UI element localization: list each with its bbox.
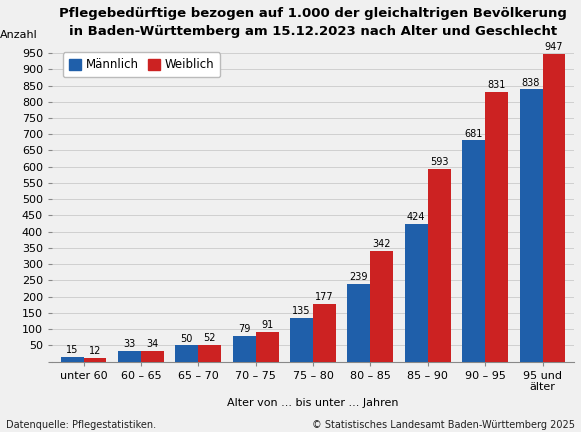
Bar [290, 318, 313, 362]
Bar [543, 54, 565, 362]
Text: 91: 91 [261, 321, 273, 330]
Text: 79: 79 [238, 324, 250, 334]
Text: 831: 831 [487, 80, 506, 90]
Text: Datenquelle: Pflegestatistiken.: Datenquelle: Pflegestatistiken. [6, 420, 156, 430]
Text: 838: 838 [522, 78, 540, 88]
Bar [233, 336, 256, 362]
Bar [313, 304, 336, 362]
Bar [175, 345, 198, 362]
Text: 34: 34 [146, 339, 159, 349]
Bar [370, 251, 393, 362]
Text: 50: 50 [181, 334, 193, 344]
Text: 15: 15 [66, 345, 78, 355]
Text: Anzahl: Anzahl [0, 30, 38, 40]
Bar [462, 140, 485, 362]
Bar [405, 224, 428, 362]
Text: 681: 681 [464, 129, 483, 139]
Text: 593: 593 [430, 157, 449, 167]
Text: 342: 342 [372, 239, 391, 249]
Text: 12: 12 [89, 346, 101, 356]
Bar [519, 89, 543, 362]
Bar [428, 169, 451, 362]
Text: 947: 947 [545, 42, 563, 52]
Legend: Männlich, Weiblich: Männlich, Weiblich [63, 52, 220, 77]
Text: © Statistisches Landesamt Baden-Württemberg 2025: © Statistisches Landesamt Baden-Württemb… [312, 420, 575, 430]
Text: 33: 33 [123, 339, 135, 349]
Bar [141, 350, 164, 362]
X-axis label: Alter von ... bis unter ... Jahren: Alter von ... bis unter ... Jahren [227, 398, 399, 408]
Bar [118, 351, 141, 362]
Bar [347, 284, 370, 362]
Bar [256, 332, 279, 362]
Text: 177: 177 [315, 292, 334, 302]
Text: 239: 239 [350, 272, 368, 283]
Bar [485, 92, 508, 362]
Bar [60, 357, 84, 362]
Text: 52: 52 [203, 333, 216, 343]
Title: Pflegebedürftige bezogen auf 1.000 der gleichaltrigen Bevölkerung
in Baden-Württ: Pflegebedürftige bezogen auf 1.000 der g… [59, 7, 567, 38]
Bar [198, 345, 221, 362]
Text: 424: 424 [407, 212, 425, 222]
Bar [84, 358, 106, 362]
Text: 135: 135 [292, 306, 311, 316]
